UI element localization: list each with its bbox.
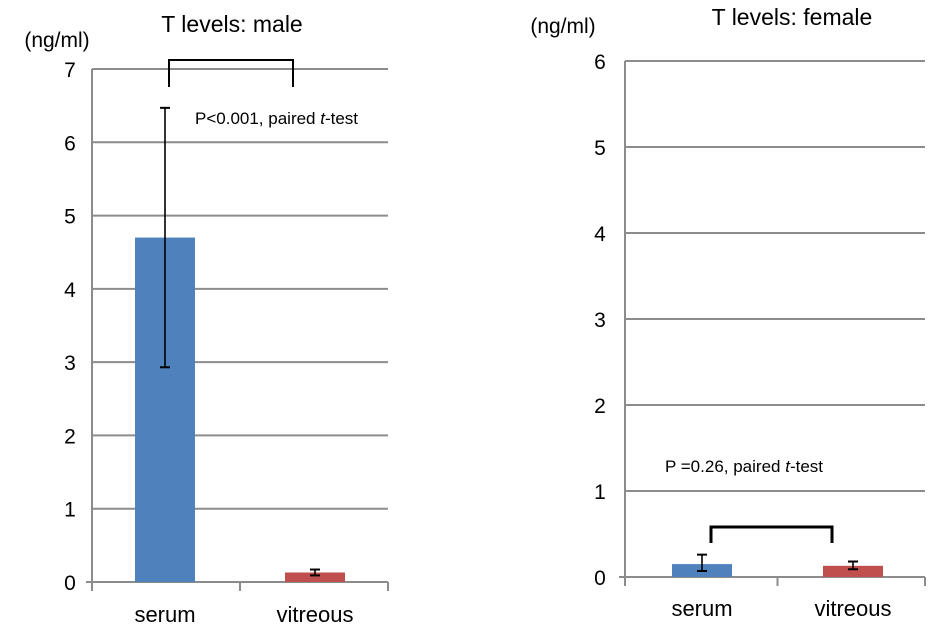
- chart-male-annotation-italic: t: [320, 109, 326, 128]
- y-tick-label: 0: [594, 567, 606, 590]
- y-tick-label: 0: [64, 572, 76, 595]
- chart-male-significance-bracket: [168, 59, 294, 87]
- y-tick-label: 6: [594, 51, 606, 74]
- chart-male-title: T levels: male: [161, 11, 302, 37]
- y-tick-label: 7: [64, 59, 76, 82]
- y-tick-label: 3: [594, 309, 606, 332]
- chart-female-axis: [619, 61, 926, 586]
- chart-female-ylabel: (ng/ml): [530, 15, 595, 38]
- y-tick-label: 2: [594, 395, 606, 418]
- error-bar-serum: [160, 106, 170, 369]
- chart-female-errorbars: [697, 553, 858, 572]
- chart-female-annotation-italic: t: [785, 457, 791, 476]
- chart-male-errorbars: [160, 106, 320, 577]
- chart-female-title: T levels: female: [712, 4, 873, 30]
- chart-male-xticks: serum vitreous: [134, 602, 353, 627]
- chart-male-axis: [86, 69, 389, 591]
- chart-female: T levels: female (ng/ml) 0 1 2 3 4 5 6 serum vi…: [530, 4, 926, 621]
- chart-female-annotation-suffix: -test: [790, 457, 823, 476]
- x-tick-label: serum: [134, 602, 195, 627]
- bar-vitreous: [823, 565, 883, 577]
- error-bar-vitreous: [848, 560, 858, 571]
- y-tick-label: 5: [64, 206, 76, 229]
- x-tick-label: vitreous: [276, 602, 353, 627]
- chart-male-ylabel: (ng/ml): [24, 29, 89, 52]
- chart-female-significance-bracket: [709, 525, 834, 543]
- y-tick-label: 4: [64, 279, 76, 302]
- chart-female-yticks: 0 1 2 3 4 5 6: [594, 51, 606, 590]
- bar-vitreous: [285, 572, 345, 582]
- y-tick-label: 1: [64, 499, 76, 522]
- y-tick-label: 2: [64, 425, 76, 448]
- chart-female-grid: [625, 60, 925, 492]
- y-tick-label: 5: [594, 137, 606, 160]
- y-tick-label: 4: [594, 223, 606, 246]
- error-bar-serum: [697, 553, 707, 572]
- x-tick-label: serum: [671, 596, 732, 621]
- chart-male: T levels: male (ng/ml) 0 1 2 3 4 5 6 7 serum vit…: [24, 11, 389, 627]
- chart-female-annotation-prefix: P =0.26, paired: [665, 457, 785, 476]
- y-tick-label: 1: [594, 481, 606, 504]
- chart-male-annotation-prefix: P<0.001, paired: [195, 109, 320, 128]
- chart-male-yticks: 0 1 2 3 4 5 6 7: [64, 59, 76, 595]
- chart-female-xticks: serum vitreous: [671, 596, 891, 621]
- error-bar-vitreous: [310, 568, 320, 577]
- y-tick-label: 3: [64, 352, 76, 375]
- chart-female-annotation: P =0.26, paired t-test: [665, 457, 823, 476]
- chart-male-annotation: P<0.001, paired t-test: [195, 109, 358, 128]
- x-tick-label: vitreous: [814, 596, 891, 621]
- chart-male-annotation-suffix: -test: [325, 109, 358, 128]
- y-tick-label: 6: [64, 132, 76, 155]
